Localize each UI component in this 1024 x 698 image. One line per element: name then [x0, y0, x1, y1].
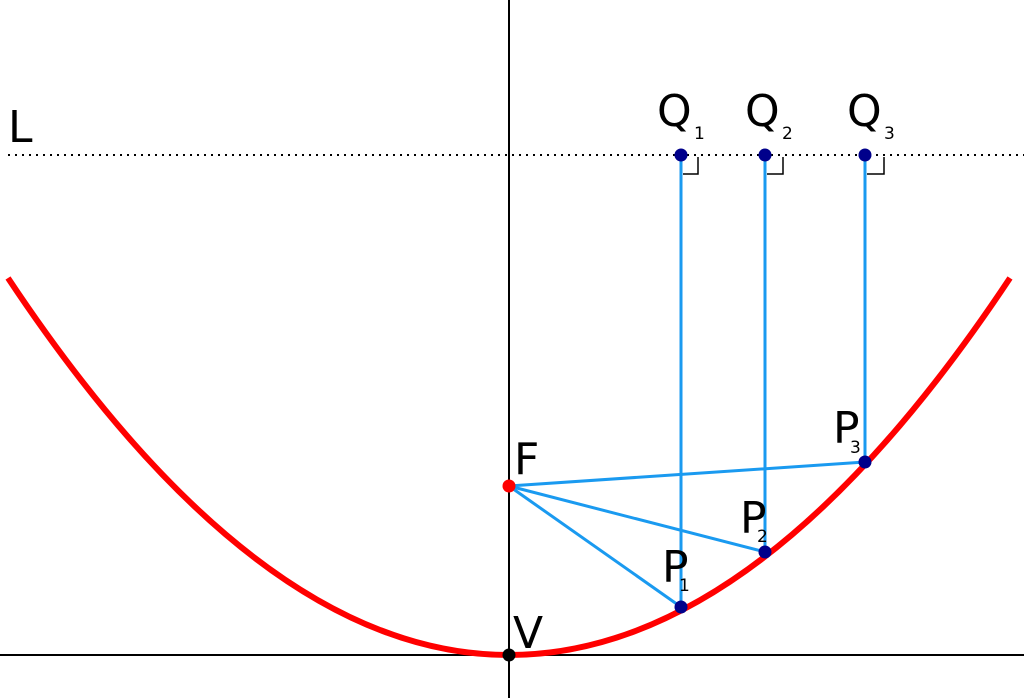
q-label: Q — [745, 86, 780, 137]
q-point — [674, 148, 688, 162]
right-angle-marker — [767, 157, 784, 175]
right-angle-markers — [683, 157, 885, 175]
p-label: P — [833, 403, 860, 454]
q-label: Q — [657, 86, 692, 137]
segment-f-p2 — [508, 484, 766, 554]
segment-f-p1 — [508, 484, 682, 609]
q-subscript: 1 — [694, 124, 705, 144]
q-subscript: 2 — [782, 124, 793, 144]
vertex-point — [502, 648, 516, 662]
p-subscript: 1 — [679, 576, 690, 596]
points — [674, 148, 872, 614]
q-label: Q — [847, 86, 882, 137]
focus-label: F — [514, 434, 539, 485]
p-subscript: 2 — [757, 527, 768, 547]
p-label: P — [662, 542, 689, 593]
p-point — [674, 600, 688, 614]
right-angle-marker — [683, 157, 699, 175]
p-subscript: 3 — [850, 438, 861, 458]
directrix-label: L — [8, 102, 33, 153]
p-label: P — [740, 493, 767, 544]
q-point — [858, 148, 872, 162]
p-point — [758, 545, 772, 559]
p-point — [858, 455, 872, 469]
vertex-label: V — [513, 608, 543, 659]
right-angle-marker — [867, 157, 885, 175]
q-point — [758, 148, 772, 162]
segment-f-p3 — [508, 460, 866, 488]
q-subscript: 3 — [884, 124, 895, 144]
focus-point — [502, 479, 516, 493]
segments — [508, 155, 867, 609]
